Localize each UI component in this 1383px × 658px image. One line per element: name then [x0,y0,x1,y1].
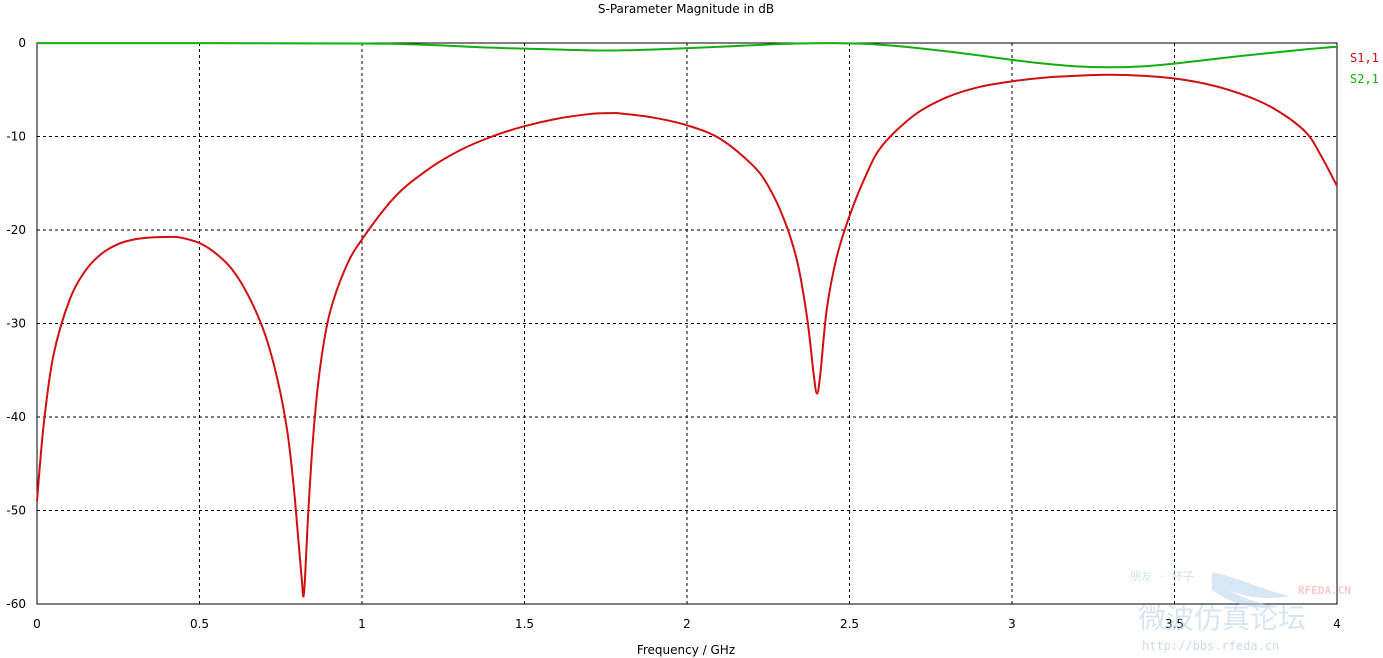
x-axis-ticks: 0 0.5 1 1.5 2 2.5 3 3.5 4 [33,617,1341,631]
y-tick-label: -60 [6,597,26,611]
y-tick-label: -20 [6,223,26,237]
y-tick-label: -30 [6,317,26,331]
y-tick-label: -40 [6,410,26,424]
x-tick-label: 1 [358,617,366,631]
x-tick-label: 3.5 [1165,617,1184,631]
x-tick-label: 1.5 [515,617,534,631]
y-tick-label: -10 [6,130,26,144]
legend-entry: S1,1 [1350,51,1379,65]
y-tick-label: 0 [18,36,26,50]
series-line-s2-1 [36,42,1338,69]
watermark-site: RFEDA.CN [1298,584,1351,597]
x-axis-label: Frequency / GHz [637,643,735,657]
x-tick-label: 2.5 [840,617,859,631]
legend: S1,1 S2,1 [1350,51,1379,86]
x-tick-label: 3 [1008,617,1016,631]
watermark-small-text: 朋友 · 杯子 [1130,569,1194,583]
x-tick-label: 2 [683,617,691,631]
watermark: 朋友 · 杯子 RFEDA.CN 微波仿真论坛 http://bbs.rfeda… [1130,569,1351,653]
series-line-s1-1 [36,73,1338,598]
series-layer [36,42,1338,598]
y-axis-ticks: 0 -10 -20 -30 -40 -50 -60 [6,36,26,611]
x-tick-label: 0 [33,617,41,631]
legend-entry: S2,1 [1350,72,1379,86]
y-tick-label: -50 [6,504,26,518]
x-tick-label: 4 [1333,617,1341,631]
watermark-url: http://bbs.rfeda.cn [1142,639,1279,653]
bird-logo-icon [1212,572,1290,609]
watermark-chinese-title: 微波仿真论坛 [1138,602,1306,635]
grid-lines [37,43,1337,604]
x-tick-label: 0.5 [190,617,209,631]
chart-title: S-Parameter Magnitude in dB [598,2,774,16]
